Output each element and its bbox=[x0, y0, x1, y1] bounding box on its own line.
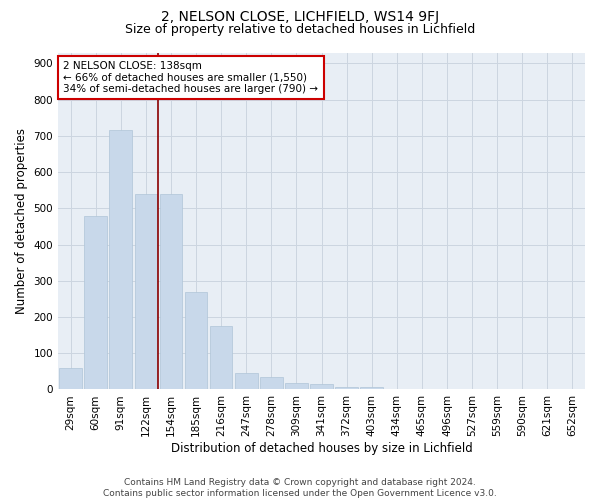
Bar bbox=[310, 384, 333, 390]
Text: 2, NELSON CLOSE, LICHFIELD, WS14 9FJ: 2, NELSON CLOSE, LICHFIELD, WS14 9FJ bbox=[161, 10, 439, 24]
Text: 2 NELSON CLOSE: 138sqm
← 66% of detached houses are smaller (1,550)
34% of semi-: 2 NELSON CLOSE: 138sqm ← 66% of detached… bbox=[64, 61, 319, 94]
Bar bbox=[185, 292, 208, 390]
Bar bbox=[134, 194, 157, 390]
Y-axis label: Number of detached properties: Number of detached properties bbox=[15, 128, 28, 314]
Bar bbox=[160, 194, 182, 390]
Text: Size of property relative to detached houses in Lichfield: Size of property relative to detached ho… bbox=[125, 22, 475, 36]
Bar bbox=[361, 386, 383, 390]
Bar bbox=[235, 373, 257, 390]
Bar bbox=[210, 326, 232, 390]
Bar bbox=[285, 383, 308, 390]
Bar bbox=[59, 368, 82, 390]
Bar bbox=[260, 377, 283, 390]
Bar bbox=[85, 216, 107, 390]
Bar bbox=[109, 130, 132, 390]
Bar bbox=[335, 386, 358, 390]
Text: Contains HM Land Registry data © Crown copyright and database right 2024.
Contai: Contains HM Land Registry data © Crown c… bbox=[103, 478, 497, 498]
X-axis label: Distribution of detached houses by size in Lichfield: Distribution of detached houses by size … bbox=[170, 442, 472, 455]
